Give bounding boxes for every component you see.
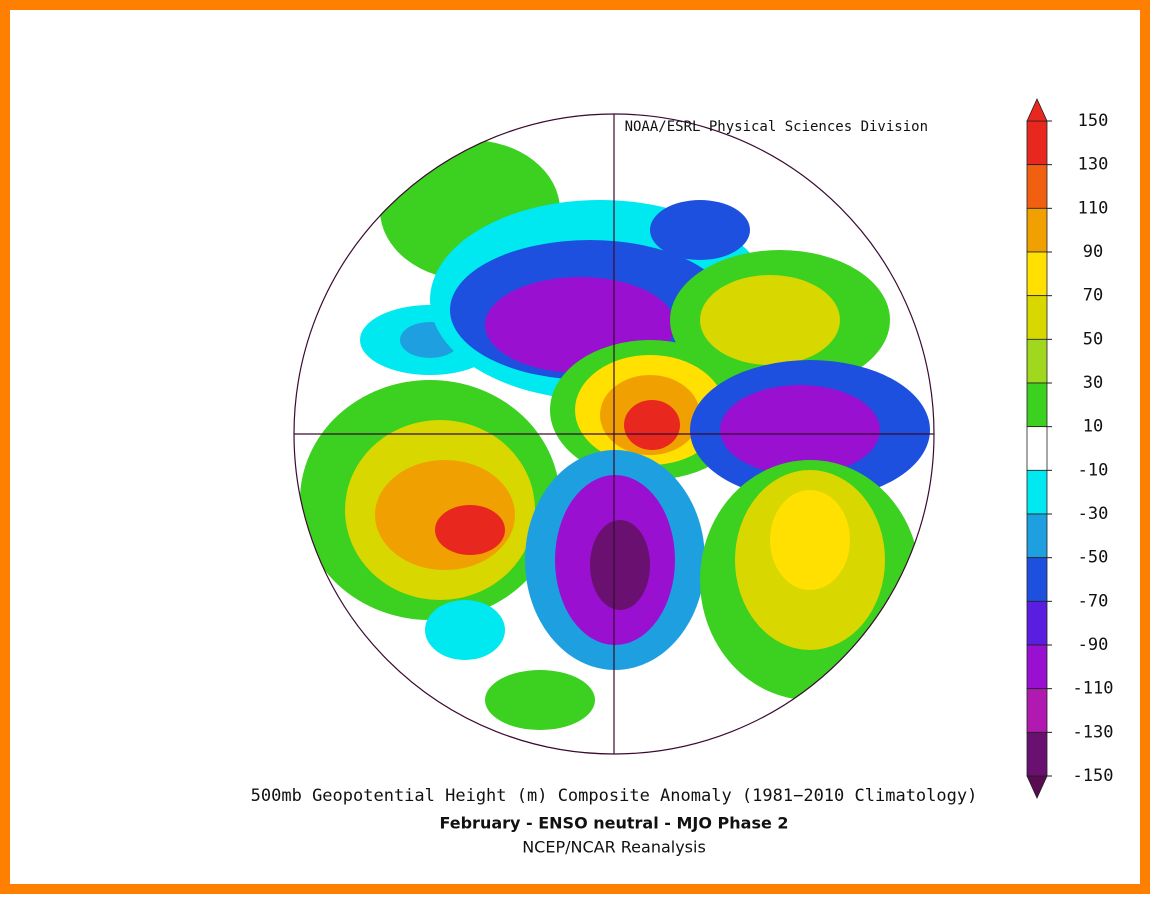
colorbar-label: -10 [1078,460,1109,480]
colorbar-band [1026,557,1048,602]
colorbar-label: -150 [1073,766,1114,786]
colorbar-band [1026,688,1048,733]
colorbar-label: -90 [1078,635,1109,655]
subtitle: February - ENSO neutral - MJO Phase 2 [439,814,788,833]
colorbar-label: 30 [1083,373,1103,393]
colorbar-label: -50 [1078,548,1109,568]
colorbar-label: 50 [1083,329,1103,349]
title: 500mb Geopotential Height (m) Composite … [251,786,978,806]
colorbar-band [1026,382,1048,428]
colorbar-band [1026,644,1048,690]
colorbar-label: -110 [1073,679,1114,699]
colorbar-label: 110 [1078,198,1109,218]
colorbar-band [1026,207,1048,253]
colorbar-band [1026,600,1048,646]
colorbar-band [1026,513,1048,559]
colorbar-band [1026,469,1048,515]
colorbar-band [1026,120,1048,166]
colorbar-band [1026,295,1048,340]
colorbar-label: 150 [1078,111,1109,131]
source: NCEP/NCAR Reanalysis [522,838,706,857]
colorbar-band [1026,731,1048,777]
colorbar-label: 10 [1083,417,1103,437]
colorbar-label: -130 [1073,722,1114,742]
colorbar-band [1026,426,1048,471]
colorbar-label: 90 [1083,242,1103,262]
credit: NOAA/ESRL Physical Sciences Division [625,119,928,135]
colorbar: 150 130 110 90 70 50 30 10 -10 -30 -50 -70 -90 -110 -1… [1026,98,1114,799]
colorbar-band [1026,338,1048,384]
colorbar-band [1026,251,1048,297]
colorbar-over [1026,98,1048,122]
colorbar-label: 130 [1078,155,1109,175]
colorbar-label: 70 [1083,286,1103,306]
colorbar-under [1026,775,1048,799]
colorbar-label: -30 [1078,504,1109,524]
colorbar-band [1026,164,1048,209]
colorbar-label: -70 [1078,591,1109,611]
